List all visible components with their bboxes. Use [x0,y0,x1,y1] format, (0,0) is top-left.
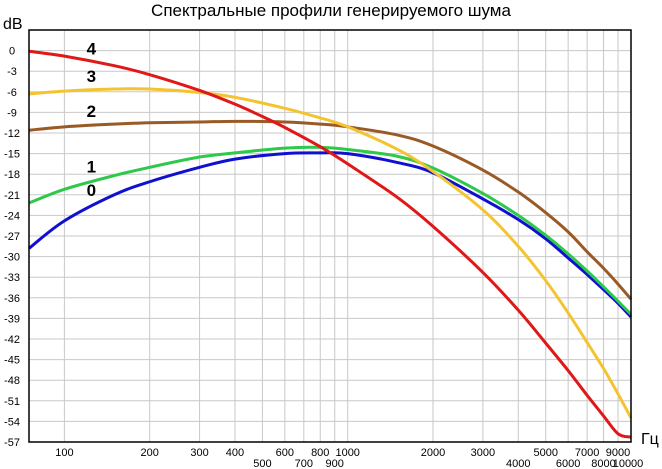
y-tick-label: -12 [4,128,20,140]
y-tick-label: -51 [4,396,20,408]
y-tick-label: -24 [4,210,20,222]
y-tick-label: -48 [4,375,20,387]
x-tick-label: 5000 [533,447,557,459]
x-tick-label: 700 [295,458,313,469]
series-labels: 0 1 2 3 4 [87,39,97,200]
y-tick-label: -39 [4,313,20,325]
y-tick-label: 0 [9,46,15,58]
series-line-0 [28,151,633,319]
x-tick-label: 10000 [613,458,644,469]
x-tick-label: 800 [311,447,329,459]
y-tick-label: -33 [4,272,20,284]
y-axis-label: dB [3,16,23,33]
y-tick-label: -18 [4,169,20,181]
y-tick-labels: 0 -3 -6 -9 -12 -15 -18 -21 -24 -27 -30 -33 -36 -39 -42… [4,46,20,449]
x-tick-label: 6000 [556,458,580,469]
x-tick-label: 9000 [606,447,630,459]
plot-frame [28,29,632,443]
x-axis-label: Гц [641,431,659,448]
y-tick-label: -15 [4,149,20,161]
x-tick-label: 600 [276,447,294,459]
series-line-3 [28,87,633,419]
y-tick-label: -9 [7,107,17,119]
x-tick-label: 2000 [421,447,445,459]
y-tick-label: -54 [4,416,20,428]
series-label-3: 3 [87,67,96,86]
x-tick-label: 100 [55,447,73,459]
series-line-4 [28,49,632,439]
series-line-1 [28,145,633,316]
series-lines [28,49,633,439]
x-tick-label: 900 [326,458,344,469]
y-tick-label: -30 [4,252,20,264]
series-label-4: 4 [87,39,97,58]
x-tick-labels: 100 200 300 400 600 800 1000 2000 3000 5000 7000 90… [55,447,643,469]
series-line-2 [28,119,633,301]
y-tick-label: -21 [4,190,20,202]
x-tick-label: 4000 [506,458,530,469]
x-tick-label: 3000 [471,447,495,459]
x-tick-label: 200 [140,447,158,459]
y-tick-label: -3 [7,66,17,78]
y-tick-label: -57 [4,437,20,449]
y-tick-label: -45 [4,355,20,367]
y-tick-label: -27 [4,231,20,243]
series-label-0: 0 [87,181,96,200]
x-tick-label: 500 [253,458,271,469]
x-tick-label: 300 [190,447,208,459]
series-label-1: 1 [87,157,96,176]
x-tick-label: 8000 [591,458,615,469]
x-tick-label: 400 [226,447,244,459]
x-tick-label: 7000 [575,447,599,459]
y-tick-label: -36 [4,293,20,305]
x-tick-label: 1000 [335,447,359,459]
chart-title: Спектральные профили генерируемого шума [151,1,511,20]
series-label-2: 2 [87,102,96,121]
y-tick-label: -6 [7,87,17,99]
y-tick-label: -42 [4,334,20,346]
